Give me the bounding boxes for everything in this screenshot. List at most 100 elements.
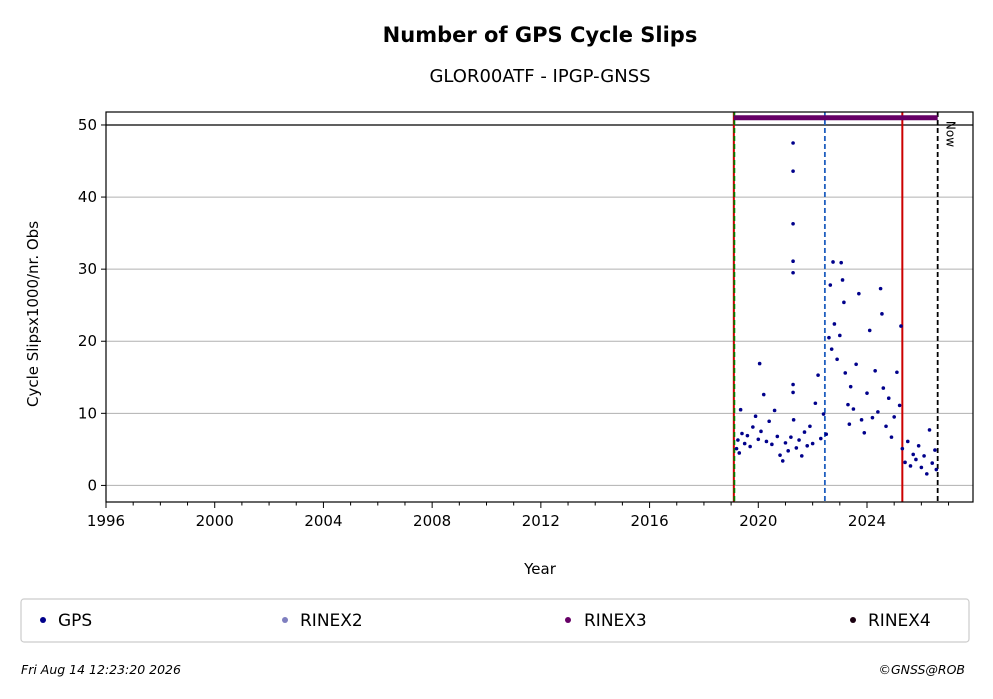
gps-point [881,386,886,390]
gps-point [933,448,937,452]
gps-point [899,324,903,328]
legend-marker-rinex4 [850,617,856,623]
gps-point [884,424,888,429]
x-axis-label: Year [523,560,557,578]
gps-point [791,221,795,226]
gps-point [900,446,905,451]
gps-point [813,401,818,406]
gps-point [916,443,921,448]
gps-point [862,430,867,435]
gps-point [753,414,758,419]
gps-point [821,412,826,416]
gps-point [930,461,935,465]
gps-point [843,371,848,375]
gps-point [791,259,795,264]
gps-point [838,333,842,338]
gps-point [738,407,743,412]
gps-point [767,419,771,424]
gps-point [829,347,834,351]
x-tick-label: 2000 [196,512,234,530]
plot-area [733,115,939,476]
legend-marker-rinex3 [565,617,571,623]
gps-point [847,422,852,426]
gps-point [870,415,875,420]
gps-point [751,425,755,429]
x-tick-label: 2008 [413,512,451,530]
gps-point [842,300,846,305]
now-label: Now [944,121,958,147]
footer-timestamp: Fri Aug 14 12:23:20 2026 [21,662,181,677]
gps-point [816,373,820,377]
gps-point [889,435,894,439]
gps-point [757,361,762,366]
gps-point [832,322,837,326]
y-tick-label: 40 [78,188,97,206]
gps-point [748,444,752,449]
legend-marker-rinex2 [282,617,288,623]
gps-point [783,441,788,445]
x-tick-label: 2020 [739,512,777,530]
gps-point [846,402,850,407]
gps-point [835,357,839,362]
gps-point [922,454,926,458]
gps-point [791,270,795,275]
gps-point [828,283,833,287]
gps-point [854,362,858,367]
gps-point [859,418,864,422]
gps-point [831,260,835,264]
gps-point [737,451,742,455]
gps-point [851,407,856,411]
gps-point [780,459,785,463]
gps-point [927,428,932,432]
legend-marker-gps [40,617,46,623]
gps-point [903,460,907,465]
gps-point [791,141,795,145]
gps-point [742,441,747,446]
gps-point [908,464,913,468]
gps-point [778,453,782,457]
gps-point [840,278,845,282]
gps-point [892,415,896,419]
legend-label-rinex3: RINEX3 [584,611,647,631]
gps-point [761,392,766,397]
gps-point [924,472,929,476]
gps-point [775,434,780,439]
gps-point [734,446,739,451]
y-tick-label: 50 [78,116,97,134]
footer-credit: ©GNSS@ROB [878,662,965,677]
gps-point [857,291,861,296]
gps-point [756,437,761,442]
plot-frame [105,111,974,503]
gps-point [802,430,807,434]
gps-point [808,424,812,429]
y-tick-label: 30 [78,260,97,278]
x-tick-label: 2004 [304,512,342,530]
gps-point [827,335,831,340]
axes: 0 10 20 30 40 50 1996 2000 2004 2008 2012 2016 2020 2… [78,116,950,530]
gps-point [740,431,744,436]
gps-point [797,438,801,442]
gps-point [905,439,910,444]
gps-point [876,410,880,414]
gps-point [824,432,829,437]
x-tick-label: 1996 [87,512,125,530]
y-axis-label: Cycle Slipsx1000/nr. Obs [24,221,42,407]
gps-point [895,370,899,375]
gps-point [799,454,804,458]
gps-point [745,433,750,438]
gps-point [839,260,843,265]
gps-point [914,457,918,462]
gps-point [873,368,877,373]
x-tick-label: 2024 [848,512,886,530]
gps-point [759,429,763,434]
gps-point [791,418,796,422]
event-lines: Now [732,112,958,502]
gps-point [772,408,777,413]
y-tick-label: 10 [78,404,97,422]
y-tick-label: 0 [87,476,97,494]
gps-point [794,446,799,450]
gps-point [818,436,823,441]
legend-label-gps: GPS [58,611,92,631]
legend-label-rinex4: RINEX4 [868,611,931,631]
